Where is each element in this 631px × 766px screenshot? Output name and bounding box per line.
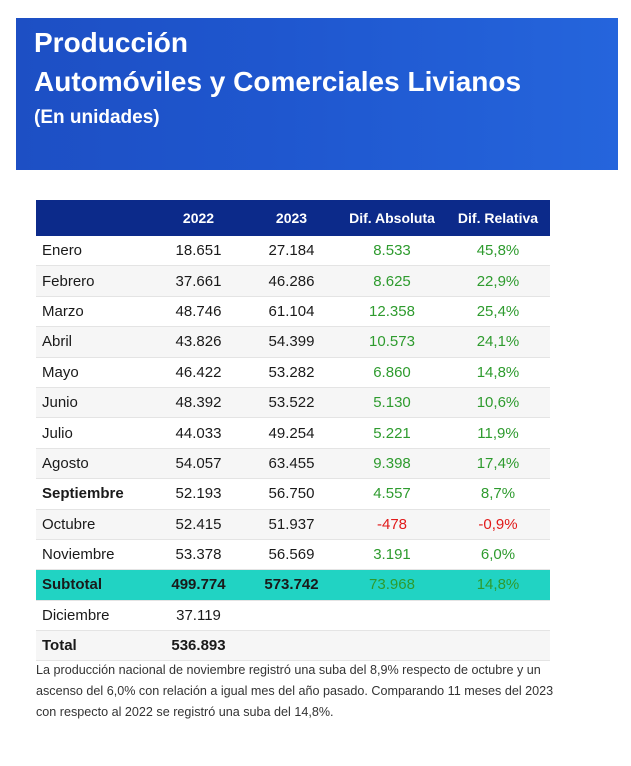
- row-label: Septiembre: [36, 478, 152, 510]
- subtotal-row: Subtotal 499.774 573.742 73.968 14,8%: [36, 569, 550, 601]
- value-2023: 54.399: [245, 326, 338, 358]
- dif-relativa: 45,8%: [446, 236, 550, 267]
- row-label: Total: [36, 630, 152, 662]
- column-header-dif-absoluta: Dif. Absoluta: [338, 200, 446, 236]
- table-row: Septiembre 52.193 56.750 4.557 8,7%: [36, 478, 550, 510]
- column-header-dif-relativa: Dif. Relativa: [446, 200, 550, 236]
- dif-absoluta: -478: [338, 509, 446, 540]
- dif-relativa: 14,8%: [446, 357, 550, 388]
- value-2022: 43.826: [152, 326, 245, 358]
- row-label: Octubre: [36, 509, 152, 540]
- table-row: Diciembre 37.119: [36, 600, 550, 632]
- row-label: Julio: [36, 417, 152, 449]
- dif-absoluta: 5.130: [338, 387, 446, 419]
- row-label: Noviembre: [36, 539, 152, 571]
- dif-absoluta: 5.221: [338, 417, 446, 449]
- table-row: Agosto 54.057 63.455 9.398 17,4%: [36, 448, 550, 480]
- dif-absoluta: 8.533: [338, 236, 446, 267]
- value-2022: 499.774: [152, 569, 245, 601]
- row-label: Subtotal: [36, 569, 152, 601]
- title-line-2: Automóviles y Comerciales Livianos: [34, 66, 522, 97]
- table-row: Octubre 52.415 51.937 -478 -0,9%: [36, 509, 550, 540]
- value-2022: 37.119: [152, 600, 245, 632]
- row-label: Febrero: [36, 265, 152, 297]
- dif-absoluta: 4.557: [338, 478, 446, 510]
- dif-relativa: 6,0%: [446, 539, 550, 571]
- dif-absoluta: 3.191: [338, 539, 446, 571]
- dif-absoluta: 10.573: [338, 326, 446, 358]
- dif-relativa: 8,7%: [446, 478, 550, 510]
- value-2022: 48.392: [152, 387, 245, 419]
- dif-relativa: 11,9%: [446, 417, 550, 449]
- table-row: Febrero 37.661 46.286 8.625 22,9%: [36, 265, 550, 297]
- value-2023: [245, 630, 338, 662]
- footnote-text: La producción nacional de noviembre regi…: [36, 663, 554, 719]
- value-2023: [245, 600, 338, 632]
- table-row: Julio 44.033 49.254 5.221 11,9%: [36, 417, 550, 449]
- value-2023: 56.750: [245, 478, 338, 510]
- value-2023: 63.455: [245, 448, 338, 480]
- production-table: 2022 2023 Dif. Absoluta Dif. Relativa En…: [36, 200, 550, 662]
- dif-relativa: -0,9%: [446, 509, 550, 540]
- dif-relativa: 25,4%: [446, 296, 550, 328]
- value-2022: 53.378: [152, 539, 245, 571]
- table-row: Junio 48.392 53.522 5.130 10,6%: [36, 387, 550, 419]
- value-2023: 56.569: [245, 539, 338, 571]
- dif-absoluta: 12.358: [338, 296, 446, 328]
- value-2023: 53.282: [245, 357, 338, 388]
- row-label: Junio: [36, 387, 152, 419]
- value-2023: 573.742: [245, 569, 338, 601]
- dif-absoluta: [338, 600, 446, 632]
- value-2023: 27.184: [245, 236, 338, 267]
- value-2022: 18.651: [152, 236, 245, 267]
- value-2023: 53.522: [245, 387, 338, 419]
- dif-absoluta: 8.625: [338, 265, 446, 297]
- value-2022: 46.422: [152, 357, 245, 388]
- dif-relativa: 14,8%: [446, 569, 550, 601]
- title-banner: Producción Automóviles y Comerciales Liv…: [16, 18, 618, 170]
- value-2022: 44.033: [152, 417, 245, 449]
- row-label: Marzo: [36, 296, 152, 328]
- column-header-2023: 2023: [245, 200, 338, 236]
- dif-relativa: 22,9%: [446, 265, 550, 297]
- dif-relativa: 17,4%: [446, 448, 550, 480]
- dif-absoluta: 73.968: [338, 569, 446, 601]
- column-header-2022: 2022: [152, 200, 245, 236]
- value-2023: 46.286: [245, 265, 338, 297]
- value-2022: 54.057: [152, 448, 245, 480]
- table-header-row: 2022 2023 Dif. Absoluta Dif. Relativa: [36, 200, 550, 236]
- value-2022: 48.746: [152, 296, 245, 328]
- total-row: Total 536.893: [36, 630, 550, 662]
- value-2023: 51.937: [245, 509, 338, 540]
- table-row: Marzo 48.746 61.104 12.358 25,4%: [36, 296, 550, 328]
- row-label: Enero: [36, 236, 152, 267]
- title-line-1: Producción: [34, 27, 189, 58]
- value-2022: 37.661: [152, 265, 245, 297]
- value-2022: 52.415: [152, 509, 245, 540]
- subtitle: (En unidades): [34, 107, 160, 128]
- dif-absoluta: [338, 630, 446, 662]
- value-2022: 52.193: [152, 478, 245, 510]
- value-2023: 49.254: [245, 417, 338, 449]
- row-label: Abril: [36, 326, 152, 358]
- row-label: Diciembre: [36, 600, 152, 632]
- table-row: Mayo 46.422 53.282 6.860 14,8%: [36, 357, 550, 388]
- dif-relativa: 24,1%: [446, 326, 550, 358]
- table-row: Enero 18.651 27.184 8.533 45,8%: [36, 236, 550, 267]
- value-2022: 536.893: [152, 630, 245, 662]
- dif-absoluta: 6.860: [338, 357, 446, 388]
- dif-relativa: [446, 630, 550, 662]
- dif-relativa: 10,6%: [446, 387, 550, 419]
- row-label: Mayo: [36, 357, 152, 388]
- dif-relativa: [446, 600, 550, 632]
- table-row: Abril 43.826 54.399 10.573 24,1%: [36, 326, 550, 358]
- value-2023: 61.104: [245, 296, 338, 328]
- row-label: Agosto: [36, 448, 152, 480]
- column-header-label: [36, 200, 152, 236]
- dif-absoluta: 9.398: [338, 448, 446, 480]
- table-row: Noviembre 53.378 56.569 3.191 6,0%: [36, 539, 550, 571]
